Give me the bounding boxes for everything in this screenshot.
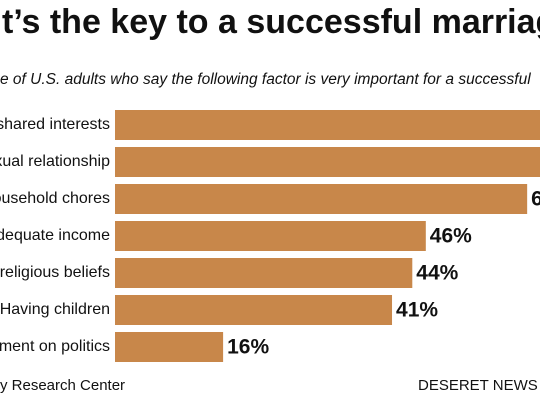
category-label: Adequate income [0, 227, 110, 244]
bar [115, 110, 540, 140]
credit: DESERET NEWS G [418, 377, 540, 394]
bar [115, 184, 528, 214]
value-label: 61% [531, 188, 540, 211]
bar [115, 221, 426, 251]
bar [115, 258, 413, 288]
bar [115, 332, 224, 362]
value-label: 46% [430, 225, 472, 248]
chart-title: t’s the key to a successful marriage [2, 3, 540, 41]
value-label: 16% [227, 336, 269, 359]
bar [115, 147, 540, 177]
category-label: ed religious beliefs [0, 264, 110, 281]
category-label: Having children [0, 301, 110, 318]
chart-subtitle: e of U.S. adults who say the following f… [0, 71, 531, 88]
bar [115, 295, 393, 325]
category-label: g shared interests [0, 116, 110, 133]
value-label: 44% [416, 262, 458, 285]
category-label: household chores [0, 190, 110, 207]
source: y Research Center [0, 377, 125, 394]
category-label: sexual relationship [0, 153, 110, 170]
category-label: eement on politics [0, 338, 110, 355]
value-label: 41% [396, 299, 438, 322]
